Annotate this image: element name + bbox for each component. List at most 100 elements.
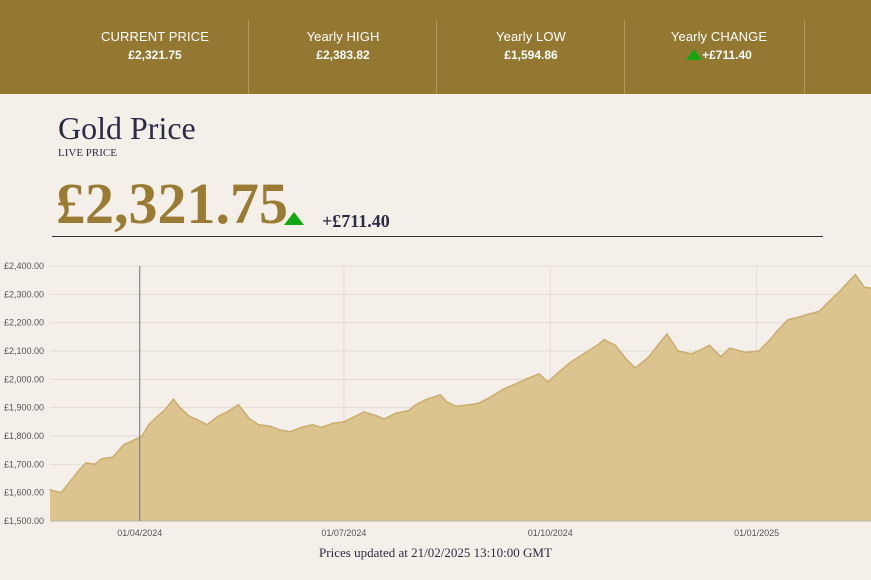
y-tick-label: £2,400.00 bbox=[4, 261, 44, 271]
data-point bbox=[491, 395, 493, 398]
y-tick-label: £2,300.00 bbox=[4, 289, 44, 299]
data-point bbox=[163, 409, 166, 412]
data-point bbox=[156, 415, 159, 417]
last-updated-text: Prices updated at 21/02/2025 13:10:00 GM… bbox=[319, 545, 552, 560]
data-point bbox=[677, 350, 679, 352]
data-point bbox=[311, 423, 314, 426]
x-tick-label: 01/01/2025 bbox=[734, 528, 779, 538]
data-point bbox=[257, 423, 260, 426]
data-point bbox=[343, 421, 345, 423]
data-point bbox=[237, 404, 240, 406]
yearly-low-label: Yearly LOW bbox=[496, 29, 566, 44]
data-point bbox=[556, 372, 558, 375]
data-point bbox=[798, 316, 800, 318]
data-point bbox=[477, 402, 480, 405]
data-point bbox=[690, 353, 693, 355]
y-tick-label: £1,500.00 bbox=[4, 516, 44, 526]
page-subtitle: LIVE PRICE bbox=[58, 147, 117, 159]
summary-bar: CURRENT PRICE £2,321.75 Yearly HIGH £2,3… bbox=[0, 0, 871, 94]
data-point bbox=[787, 319, 789, 321]
stat-divider bbox=[804, 20, 805, 94]
data-point bbox=[147, 423, 150, 426]
data-point bbox=[863, 286, 866, 289]
data-point bbox=[414, 404, 417, 406]
data-point bbox=[776, 330, 778, 332]
data-point bbox=[123, 443, 125, 446]
data-point bbox=[188, 415, 190, 417]
data-point bbox=[376, 415, 379, 417]
data-point bbox=[634, 367, 637, 369]
data-point bbox=[408, 409, 410, 412]
data-point bbox=[697, 350, 700, 352]
data-point bbox=[439, 394, 442, 396]
stat-divider bbox=[624, 20, 625, 94]
stat-divider bbox=[436, 20, 437, 94]
yearly-high-value: £2,383.82 bbox=[316, 48, 370, 62]
data-point bbox=[666, 333, 668, 335]
data-point bbox=[195, 418, 197, 420]
data-point bbox=[807, 313, 809, 315]
yearly-change-value: +£711.40 bbox=[702, 48, 752, 62]
data-point bbox=[818, 310, 821, 313]
data-point bbox=[569, 361, 572, 364]
data-point bbox=[226, 411, 228, 413]
data-point bbox=[94, 463, 96, 466]
yearly-low-stat: Yearly LOW £1,594.86 bbox=[437, 20, 625, 94]
data-point bbox=[515, 382, 518, 385]
data-point bbox=[538, 372, 540, 375]
data-point bbox=[172, 398, 175, 400]
page-title: Gold Price bbox=[58, 110, 196, 146]
data-point bbox=[547, 381, 549, 383]
data-point bbox=[383, 418, 386, 420]
y-tick-label: £2,100.00 bbox=[4, 346, 44, 356]
live-price-value: £2,321.75 bbox=[56, 171, 288, 236]
data-point bbox=[141, 435, 143, 437]
data-point bbox=[648, 355, 650, 358]
current-price-stat: CURRENT PRICE £2,321.75 bbox=[61, 20, 249, 94]
data-point bbox=[280, 429, 282, 432]
current-price-label: CURRENT PRICE bbox=[101, 29, 209, 44]
x-tick-label: 01/07/2024 bbox=[321, 528, 366, 538]
data-point bbox=[49, 489, 51, 491]
data-point bbox=[596, 344, 599, 347]
data-point bbox=[854, 273, 857, 276]
data-point bbox=[769, 338, 771, 341]
data-point bbox=[502, 388, 504, 391]
x-tick-label: 01/04/2024 bbox=[117, 528, 162, 538]
data-point bbox=[85, 462, 87, 464]
data-point bbox=[100, 457, 103, 460]
price-line bbox=[49, 273, 871, 494]
yearly-change-stat: Yearly CHANGE +£711.40 bbox=[625, 20, 813, 94]
y-tick-label: £2,200.00 bbox=[4, 318, 44, 328]
data-point bbox=[352, 416, 354, 419]
yearly-change-label: Yearly CHANGE bbox=[670, 29, 768, 44]
yearly-change-row: +£711.40 bbox=[625, 48, 813, 62]
data-point bbox=[625, 358, 628, 361]
data-point bbox=[60, 491, 62, 494]
data-point bbox=[708, 344, 711, 347]
data-point bbox=[468, 404, 471, 406]
data-point bbox=[69, 480, 71, 483]
title-divider bbox=[52, 236, 823, 237]
y-tick-label: £2,000.00 bbox=[4, 374, 44, 384]
current-price-value: £2,321.75 bbox=[128, 48, 182, 62]
data-point bbox=[394, 412, 397, 415]
up-arrow-icon bbox=[686, 49, 703, 60]
data-point bbox=[300, 426, 303, 429]
data-point bbox=[744, 351, 747, 354]
x-tick-label: 01/10/2024 bbox=[528, 528, 573, 538]
y-tick-label: £1,700.00 bbox=[4, 459, 44, 469]
data-point bbox=[130, 440, 132, 443]
data-point bbox=[583, 353, 585, 355]
data-point bbox=[320, 426, 323, 429]
data-point bbox=[248, 418, 251, 420]
price-change-value: +£711.40 bbox=[322, 211, 390, 231]
data-point bbox=[455, 405, 457, 408]
data-point bbox=[331, 422, 334, 425]
data-point bbox=[206, 423, 208, 426]
y-tick-label: £1,800.00 bbox=[4, 431, 44, 441]
data-point bbox=[269, 425, 271, 427]
data-point bbox=[363, 411, 365, 413]
data-point bbox=[524, 378, 527, 381]
up-arrow-icon bbox=[284, 212, 304, 225]
